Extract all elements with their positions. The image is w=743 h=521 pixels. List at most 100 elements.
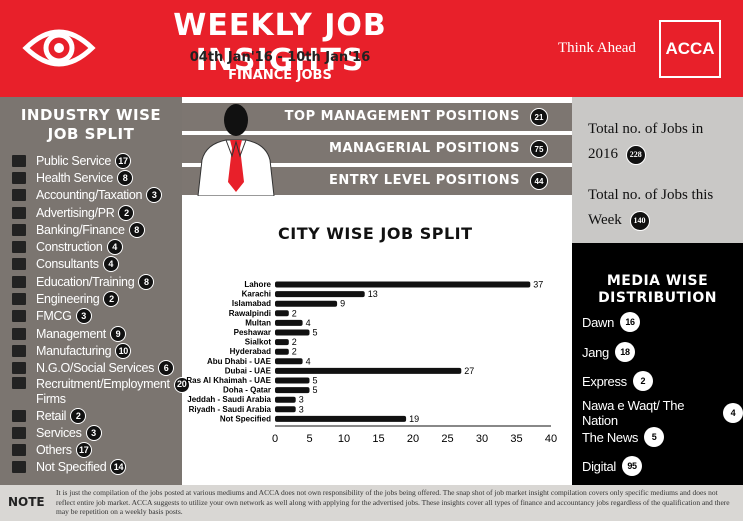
bar [275,415,407,422]
bar-value-label: 5 [313,376,318,386]
industry-label: Manufacturing [36,343,112,358]
bar [275,310,289,317]
x-tick-label: 40 [545,433,557,445]
position-row-managerial: MANAGERIAL POSITIONS 75 [182,135,572,163]
category-label: Multan [245,318,271,327]
category-label: Jeddah - Saudi Arabia [187,395,271,404]
industry-count: 8 [128,221,145,238]
industry-item: Construction 4 [12,238,180,256]
industry-item: FMCG 3 [12,308,180,325]
bar-value-label: 4 [306,356,311,366]
position-count: 44 [530,172,548,190]
total-year: Total no. of Jobs in 2016 228 [588,117,703,167]
prohibited-icon [12,461,26,474]
media-item-the-news: The News 5 [582,427,665,447]
industry-item: Accounting/Taxation 3 [12,187,180,204]
bar-value-label: 2 [292,337,297,347]
industry-label: Accounting/Taxation [36,188,143,203]
industry-label: Not Specified [36,460,107,475]
factory-icon [12,344,26,357]
cart-icon [12,310,26,323]
note-text: It is just the compilation of the jobs p… [56,488,730,516]
category-label: Dubai - UAE [225,366,272,375]
businessman-icon [197,104,275,196]
industry-label: Education/Training [36,274,135,289]
billboard-icon [12,206,26,219]
eye-icon [22,29,96,67]
bar [275,281,531,288]
industry-item: Education/Training 8 [12,273,180,290]
media-item-jang: Jang 18 [582,342,635,362]
total-week-count: 140 [629,210,650,231]
industry-label: N.G.O/Social Services [36,361,155,376]
people-icon [12,327,26,340]
date-range: 04th Jan'16 - 10th Jan'16 [189,50,371,65]
industry-label: Management [36,326,106,341]
industry-title: INDUSTRY WISE JOB SPLIT [20,106,162,143]
calculator-icon [12,189,26,202]
category-label: Hyderabad [230,347,271,356]
industry-item: Services 3 [12,424,180,441]
industry-item: Retail 2 [12,407,180,424]
chart-title: CITY WISE JOB SPLIT [278,224,473,243]
industry-count: 3 [75,308,92,325]
category-label: Doha - Qatar [223,386,271,395]
industry-item: Management 9 [12,325,180,342]
bar-value-label: 2 [292,347,297,357]
bar-value-label: 19 [409,414,419,424]
industry-label: Recruitment/Employment Firms [36,376,170,406]
industry-label: Consultants [36,257,99,272]
dollar-icon [12,444,26,457]
bar-value-label: 27 [464,366,474,376]
x-tick-label: 25 [441,433,453,445]
industry-item: Engineering 2 [12,290,180,308]
industry-count: 14 [110,459,127,476]
media-panel: MEDIA WISE DISTRIBUTION Dawn 16 Jang 18 Ex… [572,243,743,485]
bar-value-label: 5 [313,385,318,395]
industry-item: Others 17 [12,441,180,459]
category-label: Not Specified [220,414,271,423]
bar [275,291,365,298]
category-label: Peshawar [234,328,271,337]
industry-item: Recruitment/Employment Firms 20 [12,376,190,407]
industry-count: 6 [158,360,175,377]
industry-count: 3 [85,424,102,441]
position-count: 75 [530,140,548,158]
industry-count: 10 [115,342,132,359]
industry-item: Consultants 4 [12,256,180,273]
phone-icon [12,275,26,288]
handshake-icon [12,376,26,389]
bar [275,377,310,384]
media-item-dawn: Dawn 16 [582,312,641,332]
industry-count: 8 [138,273,155,290]
industry-item: Manufacturing 10 [12,342,180,359]
industry-count: 2 [103,291,120,308]
person-icon [12,258,26,271]
category-label: Abu Dhabi - UAE [207,357,272,366]
bar-value-label: 13 [368,289,378,299]
media-item-nawa-e-waqt: Nawa e Waqt/ The Nation 4 [582,398,743,428]
tagline: Think Ahead [558,40,636,56]
category-label: Islamabad [232,299,271,308]
bar-value-label: 3 [299,404,304,414]
header-banner: WEEKLY JOB INSIGHTS 04th Jan'16 - 10th J… [0,0,743,97]
industry-count: 17 [115,152,131,169]
industry-count: 2 [118,204,135,221]
industry-label: Construction [36,240,103,255]
category-label: Riyadh - Saudi Arabia [189,405,272,414]
industry-label: Advertising/PR [36,205,115,220]
bar-value-label: 4 [306,318,311,328]
bar-value-label: 2 [292,308,297,318]
bar [275,367,462,374]
bar-value-label: 9 [340,299,345,309]
category-label: Karachi [242,290,271,299]
department-label: FINANCE JOBS [228,68,332,83]
category-label: Ras Al Khaimah - UAE [186,376,271,385]
group-icon [12,426,26,439]
bank-icon [12,223,26,236]
globe-icon [12,362,26,375]
category-label: Rawalpindi [229,309,271,318]
bar-value-label: 37 [533,280,543,290]
bar-value-label: 3 [299,395,304,405]
industry-count: 2 [70,407,87,424]
